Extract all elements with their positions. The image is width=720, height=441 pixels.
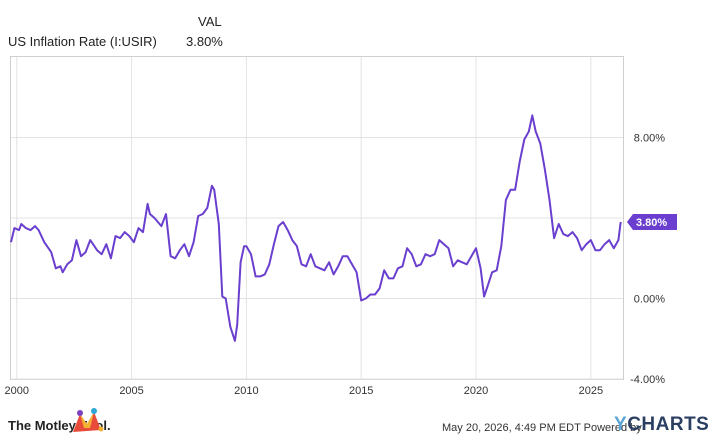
x-tick-label: 2005 (119, 385, 143, 397)
legend-header: VAL (198, 14, 222, 29)
timestamp-powered-by: May 20, 2026, 4:49 PM EDT Powered by (442, 422, 642, 434)
line-chart: -4.00%0.00%4.00%8.00% 200020052010201520… (4, 56, 677, 397)
jester-hat-icon (73, 408, 104, 432)
gridlines (11, 57, 623, 380)
last-value-badge: 3.80% (627, 214, 677, 231)
series-line-us-inflation (10, 114, 622, 342)
last-value-badge-label: 3.80% (636, 217, 667, 229)
ycharts-logo[interactable]: YCHARTS (614, 414, 709, 436)
x-tick-label: 2000 (4, 385, 28, 397)
x-tick-label: 2025 (579, 385, 603, 397)
x-tick-label: 2020 (464, 385, 488, 397)
legend-series-value: 3.80% (186, 34, 223, 49)
x-axis-ticks: 2000 2005 2010 2015 2020 2025 (4, 385, 603, 397)
legend-series-name[interactable]: US Inflation Rate (I:USIR) (8, 34, 157, 49)
y-tick-label: 0.00% (634, 294, 665, 306)
last-value-badge-shape (627, 214, 677, 231)
y-axis-ticks: -4.00%0.00%4.00%8.00% (630, 133, 665, 387)
footer: The Motley Fool. May 20, 2026, 4:49 PM E… (0, 406, 720, 441)
x-tick-label: 2010 (234, 385, 258, 397)
ycharts-logo-rest: CHARTS (627, 414, 710, 435)
y-tick-label: 8.00% (634, 133, 665, 145)
y-tick-label: -4.00% (630, 374, 665, 386)
ycharts-logo-y: Y (614, 414, 628, 435)
x-tick-label: 2015 (349, 385, 373, 397)
